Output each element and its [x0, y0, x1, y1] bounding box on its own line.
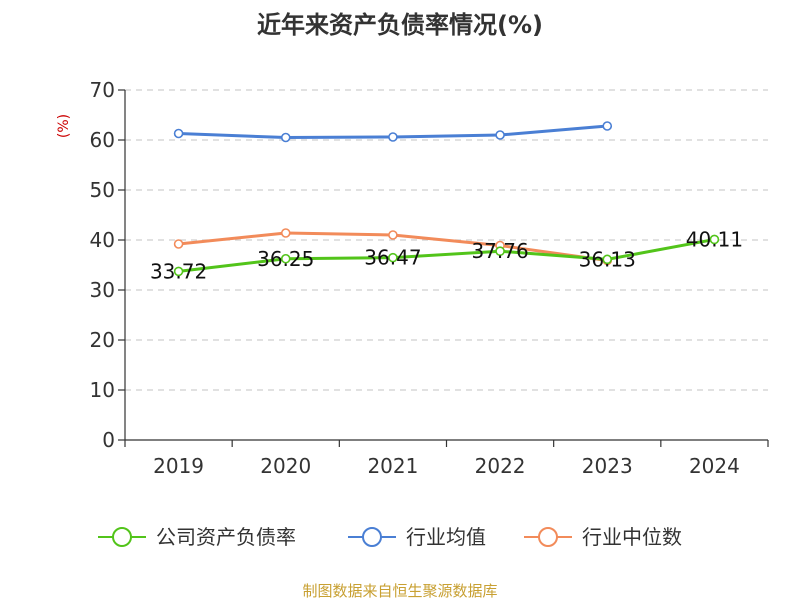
data-point: [173, 266, 184, 277]
y-tick-label: 60: [90, 128, 115, 152]
data-point: [388, 132, 398, 142]
legend: 公司资产负债率 行业均值 行业中位数: [98, 525, 682, 549]
x-tick-label: 2020: [260, 454, 311, 478]
legend-marker-2: [538, 527, 558, 547]
data-point: [602, 121, 613, 131]
data-point: [280, 228, 291, 238]
source-note: 制图数据来自恒生聚源数据库: [302, 582, 497, 600]
data-label: 37.76: [471, 239, 528, 263]
legend-label-2: 行业中位数: [582, 525, 682, 549]
data-label: 33.72: [150, 259, 207, 283]
data-point: [388, 230, 398, 240]
data-point: [495, 130, 505, 140]
legend-label-1: 行业均值: [406, 525, 486, 549]
y-tick-label: 30: [90, 278, 115, 302]
data-point: [709, 234, 720, 245]
y-tick-label: 50: [90, 178, 115, 202]
chart-title: 近年来资产负债率情况(%): [257, 11, 543, 39]
data-label: 40.11: [686, 227, 743, 251]
y-tick-label: 0: [102, 428, 115, 452]
x-tick-label: 2022: [475, 454, 526, 478]
data-point: [495, 246, 505, 256]
data-label: 36.47: [364, 246, 421, 270]
data-point: [280, 253, 291, 264]
axes: 0 10 20 30 40 50 60 70 2019 2020 2021 2022 2023 2024: [90, 78, 769, 478]
data-point: [280, 132, 291, 143]
series-lines: [173, 121, 720, 277]
series-line-0: [178, 237, 715, 273]
x-tick-label: 2021: [367, 454, 418, 478]
y-axis-label: (%): [56, 114, 72, 138]
y-tick-label: 70: [90, 78, 115, 102]
y-tick-label: 20: [90, 328, 115, 352]
data-point: [173, 128, 184, 139]
legend-marker-1: [362, 527, 382, 547]
y-tick-label: 10: [90, 378, 115, 402]
data-point: [173, 239, 184, 249]
x-tick-label: 2023: [582, 454, 633, 478]
data-point: [602, 254, 613, 265]
data-label: 36.13: [579, 247, 636, 271]
legend-marker-0: [112, 527, 132, 547]
legend-label-0: 公司资产负债率: [156, 525, 296, 549]
data-label: 36.25: [257, 247, 314, 271]
data-labels: 33.72 36.25 36.47 37.76 36.13 40.11: [150, 227, 743, 283]
data-point: [388, 252, 398, 263]
y-tick-label: 40: [90, 228, 115, 252]
x-tick-label: 2019: [153, 454, 204, 478]
x-tick-label: 2024: [689, 454, 740, 478]
